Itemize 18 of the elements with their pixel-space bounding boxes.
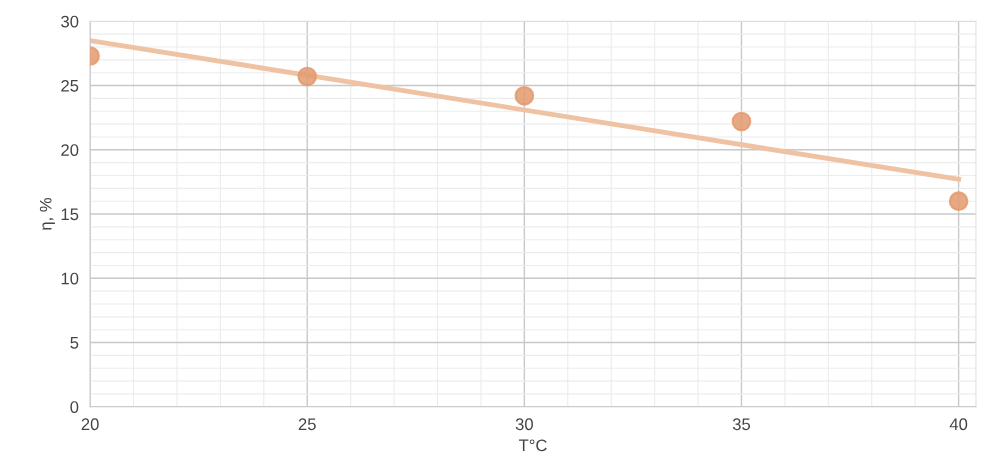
y-tick-label: 25 [61, 79, 79, 92]
x-tick-label: 20 [81, 418, 99, 431]
point [514, 85, 535, 106]
y-tick-label: 30 [61, 15, 79, 28]
y-tick-label: 0 [70, 401, 79, 413]
x-axis-title: T°C [518, 439, 547, 452]
point [948, 191, 969, 212]
x-tick-label: 25 [298, 418, 316, 431]
y-tick-label: 5 [70, 337, 79, 349]
x-tick-label: 30 [515, 418, 533, 431]
point [731, 111, 752, 132]
point [297, 66, 318, 87]
y-tick-label: 10 [61, 272, 79, 285]
y-tick-label: 15 [61, 208, 79, 221]
x-tick-label: 35 [732, 418, 751, 431]
x-tick-label: 40 [949, 418, 968, 431]
y-axis-title: η, % [39, 197, 55, 230]
y-tick-label: 20 [61, 144, 79, 156]
